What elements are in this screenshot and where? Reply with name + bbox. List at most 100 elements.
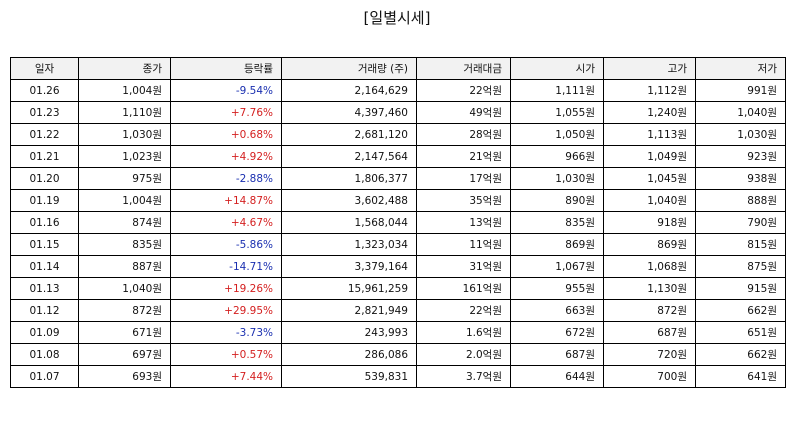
cell-close: 975원 <box>78 167 171 190</box>
cell-high: 1,049원 <box>603 145 696 168</box>
table-row: 01.20 975원 -2.88% 1,806,377 17억원 1,030원 1,045원… <box>10 167 786 190</box>
cell-volume: 2,147,564 <box>281 145 417 168</box>
cell-volume: 3,379,164 <box>281 255 417 278</box>
cell-close: 1,040원 <box>78 277 171 300</box>
cell-close: 1,004원 <box>78 189 171 212</box>
cell-open: 1,050원 <box>510 123 604 146</box>
table-row: 01.23 1,110원 +7.76% 4,397,460 49억원 1,055원 1,24… <box>10 101 786 124</box>
cell-high: 1,113원 <box>603 123 696 146</box>
cell-trade-amount: 22억원 <box>416 79 511 102</box>
cell-low: 815원 <box>695 233 786 256</box>
cell-open: 955원 <box>510 277 604 300</box>
cell-low: 651원 <box>695 321 786 344</box>
cell-low: 875원 <box>695 255 786 278</box>
cell-date: 01.13 <box>10 277 79 300</box>
cell-change-rate: +14.87% <box>170 189 282 212</box>
column-header-open: 시가 <box>510 57 604 80</box>
cell-volume: 1,806,377 <box>281 167 417 190</box>
table-row: 01.14 887원 -14.71% 3,379,164 31억원 1,067원 1,068… <box>10 255 786 278</box>
cell-change-rate: +0.68% <box>170 123 282 146</box>
table-row: 01.12 872원 +29.95% 2,821,949 22억원 663원 872원 662… <box>10 299 786 322</box>
cell-change-rate: +7.76% <box>170 101 282 124</box>
cell-trade-amount: 2.0억원 <box>416 343 511 366</box>
cell-close: 887원 <box>78 255 171 278</box>
cell-low: 1,030원 <box>695 123 786 146</box>
cell-open: 890원 <box>510 189 604 212</box>
cell-high: 869원 <box>603 233 696 256</box>
table-row: 01.22 1,030원 +0.68% 2,681,120 28억원 1,050원 1,11… <box>10 123 786 146</box>
cell-open: 1,055원 <box>510 101 604 124</box>
cell-date: 01.09 <box>10 321 79 344</box>
cell-volume: 4,397,460 <box>281 101 417 124</box>
cell-low: 790원 <box>695 211 786 234</box>
cell-high: 1,130원 <box>603 277 696 300</box>
cell-high: 720원 <box>603 343 696 366</box>
cell-close: 697원 <box>78 343 171 366</box>
cell-change-rate: -5.86% <box>170 233 282 256</box>
cell-volume: 1,323,034 <box>281 233 417 256</box>
table-row: 01.07 693원 +7.44% 539,831 3.7억원 644원 700원 641원 <box>10 365 786 388</box>
cell-close: 1,004원 <box>78 79 171 102</box>
cell-date: 01.12 <box>10 299 79 322</box>
cell-low: 888원 <box>695 189 786 212</box>
cell-open: 1,030원 <box>510 167 604 190</box>
page-title: [일별시세] <box>363 9 431 27</box>
table-row: 01.26 1,004원 -9.54% 2,164,629 22억원 1,111원 1,11… <box>10 79 786 102</box>
cell-volume: 3,602,488 <box>281 189 417 212</box>
cell-trade-amount: 3.7억원 <box>416 365 511 388</box>
cell-open: 663원 <box>510 299 604 322</box>
column-header-date: 일자 <box>10 57 79 80</box>
cell-trade-amount: 161억원 <box>416 277 511 300</box>
column-header-low: 저가 <box>695 57 786 80</box>
cell-volume: 243,993 <box>281 321 417 344</box>
cell-volume: 2,821,949 <box>281 299 417 322</box>
cell-change-rate: +19.26% <box>170 277 282 300</box>
column-header-trade-amount: 거래대금 <box>416 57 511 80</box>
cell-close: 1,110원 <box>78 101 171 124</box>
cell-date: 01.23 <box>10 101 79 124</box>
table-header-row: 일자 종가 등락률 거래량 (주) 거래대금 시가 고가 저가 <box>10 57 786 80</box>
cell-trade-amount: 1.6억원 <box>416 321 511 344</box>
cell-open: 835원 <box>510 211 604 234</box>
cell-date: 01.07 <box>10 365 79 388</box>
cell-open: 672원 <box>510 321 604 344</box>
cell-open: 644원 <box>510 365 604 388</box>
cell-change-rate: +29.95% <box>170 299 282 322</box>
cell-change-rate: -9.54% <box>170 79 282 102</box>
cell-change-rate: -3.73% <box>170 321 282 344</box>
cell-low: 1,040원 <box>695 101 786 124</box>
cell-close: 874원 <box>78 211 171 234</box>
cell-trade-amount: 28억원 <box>416 123 511 146</box>
table-body: 01.26 1,004원 -9.54% 2,164,629 22억원 1,111원 1,11… <box>10 79 786 388</box>
cell-trade-amount: 35억원 <box>416 189 511 212</box>
cell-high: 1,112원 <box>603 79 696 102</box>
cell-low: 923원 <box>695 145 786 168</box>
cell-date: 01.22 <box>10 123 79 146</box>
cell-open: 1,111원 <box>510 79 604 102</box>
cell-high: 1,045원 <box>603 167 696 190</box>
column-header-high: 고가 <box>603 57 696 80</box>
cell-change-rate: +4.92% <box>170 145 282 168</box>
cell-high: 872원 <box>603 299 696 322</box>
daily-price-table: 일자 종가 등락률 거래량 (주) 거래대금 시가 고가 저가 01.26 1,0… <box>10 57 786 388</box>
cell-trade-amount: 22억원 <box>416 299 511 322</box>
cell-close: 835원 <box>78 233 171 256</box>
cell-close: 693원 <box>78 365 171 388</box>
cell-change-rate: -2.88% <box>170 167 282 190</box>
cell-low: 915원 <box>695 277 786 300</box>
cell-date: 01.16 <box>10 211 79 234</box>
cell-close: 872원 <box>78 299 171 322</box>
cell-low: 662원 <box>695 299 786 322</box>
table-row: 01.09 671원 -3.73% 243,993 1.6억원 672원 687원 651원 <box>10 321 786 344</box>
table-row: 01.08 697원 +0.57% 286,086 2.0억원 687원 720원 662원 <box>10 343 786 366</box>
cell-close: 671원 <box>78 321 171 344</box>
cell-high: 1,240원 <box>603 101 696 124</box>
cell-change-rate: +0.57% <box>170 343 282 366</box>
cell-low: 938원 <box>695 167 786 190</box>
cell-trade-amount: 21억원 <box>416 145 511 168</box>
cell-high: 687원 <box>603 321 696 344</box>
cell-trade-amount: 49억원 <box>416 101 511 124</box>
cell-change-rate: -14.71% <box>170 255 282 278</box>
cell-date: 01.21 <box>10 145 79 168</box>
cell-close: 1,023원 <box>78 145 171 168</box>
